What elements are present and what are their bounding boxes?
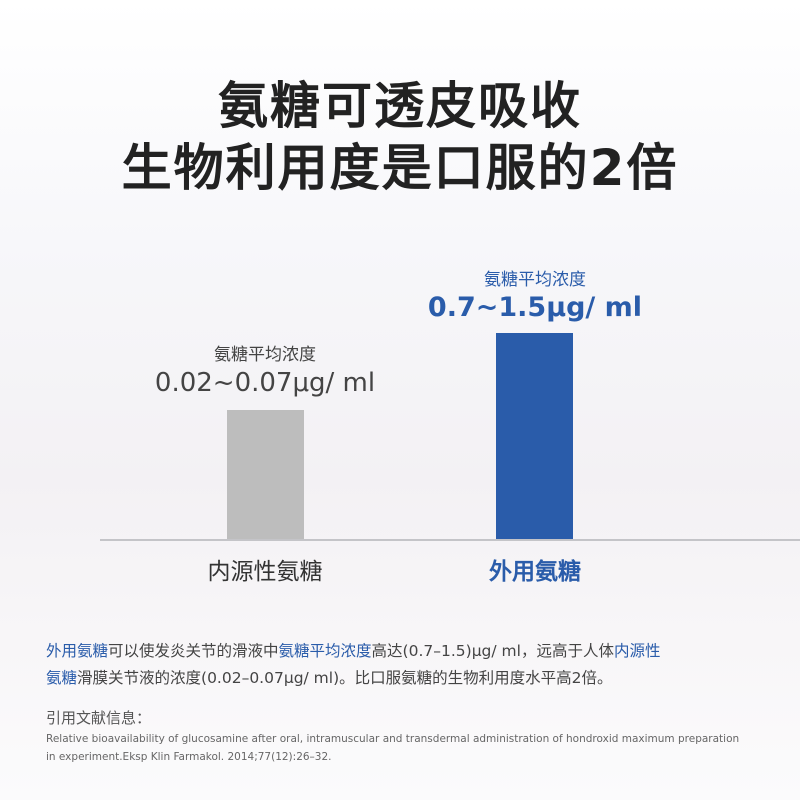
x-axis-line — [100, 539, 800, 541]
bar-endogenous — [227, 410, 304, 540]
data-label-endogenous: 0.02~0.07μg/ ml — [154, 368, 376, 398]
description-segment: 高达(0.7–1.5)μg/ ml，远高于人体 — [371, 642, 614, 660]
citation-heading: 引用文献信息： — [46, 709, 152, 727]
title-line-1: 氨糖可透皮吸收 — [218, 77, 582, 135]
description-segment: 滑膜关节液的浓度(0.02–0.07μg/ ml)。比口服氨糖的生物利用度水平高… — [77, 669, 613, 687]
description-segment: 氨糖 — [46, 669, 78, 687]
category-label-topical: 外用氨糖 — [489, 559, 581, 585]
bar-title-topical: 氨糖平均浓度 — [484, 270, 586, 290]
description-segment: 外用氨糖 — [46, 642, 109, 660]
description-segment: 氨糖平均浓度 — [278, 642, 372, 660]
description-line-1: 外用氨糖可以使发炎关节的滑液中氨糖平均浓度高达(0.7–1.5)μg/ ml，远… — [46, 639, 660, 661]
bar-topical — [496, 333, 573, 540]
bar-title-endogenous: 氨糖平均浓度 — [214, 345, 316, 365]
citation-line-1: Relative bioavailability of glucosamine … — [46, 733, 740, 745]
citation-line-2: in experiment.Eksp Klin Farmakol. 2014;7… — [46, 751, 332, 763]
data-label-topical: 0.7~1.5μg/ ml — [427, 292, 643, 323]
description-segment: 可以使发炎关节的滑液中 — [108, 642, 279, 660]
title-line-2: 生物利用度是口服的2倍 — [121, 139, 679, 197]
category-label-endogenous: 内源性氨糖 — [207, 559, 323, 585]
description-line-2: 氨糖滑膜关节液的浓度(0.02–0.07μg/ ml)。比口服氨糖的生物利用度水… — [46, 666, 613, 688]
description-segment: 内源性 — [613, 642, 661, 660]
